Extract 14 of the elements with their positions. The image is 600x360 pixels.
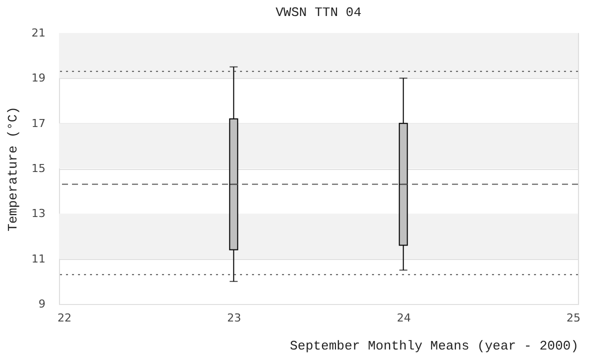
x-tick-label: 24 [396, 312, 411, 324]
chart-title: VWSN TTN 04 [276, 5, 362, 20]
y-tick-label: 19 [32, 72, 46, 85]
y-axis-title: Temperature (°C) [6, 106, 21, 232]
y-tick-label: 13 [32, 207, 46, 220]
y-tick-label: 21 [32, 26, 46, 40]
y-tick-label: 15 [32, 162, 46, 175]
x-tick-label: 23 [227, 312, 242, 324]
x-tick-label: 25 [566, 312, 580, 324]
x-tick-label: 22 [58, 312, 72, 324]
y-tick-label: 11 [32, 252, 46, 266]
x-axis-title: September Monthly Means (year - 2000) [290, 338, 578, 354]
y-tick-label: 17 [32, 116, 46, 130]
y-tick-label: 9 [38, 298, 46, 310]
